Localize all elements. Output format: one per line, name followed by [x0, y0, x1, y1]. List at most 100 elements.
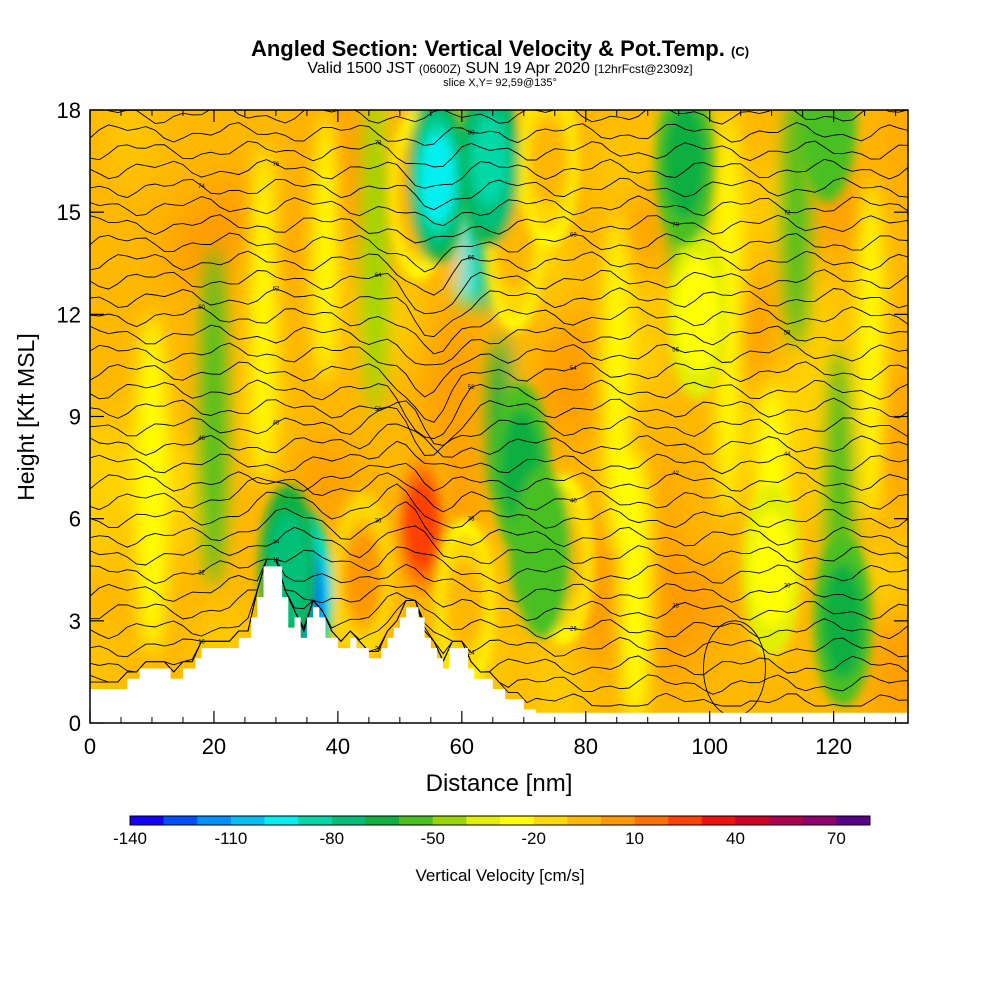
theta-contour	[90, 287, 908, 338]
theta-contour	[90, 250, 908, 296]
colorbar-swatch	[399, 816, 434, 825]
theta-contour	[90, 525, 908, 566]
theta-contour	[90, 559, 908, 640]
theta-contour	[90, 306, 908, 355]
x-tick-label: 80	[574, 734, 598, 759]
terrain	[90, 566, 908, 723]
contour-label: 54	[570, 366, 577, 372]
theta-contour	[90, 397, 908, 456]
x-tick-label: 20	[202, 734, 226, 759]
theta-contour	[90, 472, 908, 513]
colorbar-tick-label: -20	[521, 829, 546, 848]
colorbar-swatch	[634, 816, 669, 825]
colorbar-swatch	[432, 816, 467, 825]
updraft-core-6-3	[531, 116, 567, 206]
contour-label: 28	[672, 603, 679, 609]
theta-contour	[90, 342, 908, 398]
x-tick-label: 40	[326, 734, 350, 759]
y-tick-label: 15	[57, 200, 81, 225]
downdraft-core-15-3	[667, 116, 703, 206]
colorbar-swatch	[500, 816, 534, 825]
chart-title-suffix: (C)	[731, 44, 750, 59]
colorbar-swatch	[668, 816, 703, 825]
contour-label: 70	[672, 223, 679, 229]
valid-utc: (0600Z)	[418, 62, 461, 76]
theta-contour	[90, 86, 908, 105]
colorbar-swatch	[802, 816, 837, 825]
colorbar-tick-label: -110	[215, 829, 248, 848]
contour-label: 40	[570, 498, 577, 504]
colorbar-swatch	[600, 816, 635, 825]
updraft-core-2-3	[447, 559, 483, 649]
colorbar-swatch	[735, 816, 770, 825]
downdraft-core-9-3	[419, 133, 455, 223]
theta-contour	[106, 110, 908, 125]
contour-label: 80	[468, 130, 475, 136]
theta-contour	[90, 214, 908, 244]
contour-label: 16	[198, 639, 205, 645]
updraft-core-7-3	[754, 525, 790, 615]
contour-label: 48	[273, 421, 280, 427]
x-tick-label: 120	[815, 734, 852, 759]
colorbar-frame	[129, 815, 871, 826]
colorbar-swatch	[130, 816, 164, 825]
x-tick-label: 100	[691, 734, 728, 759]
theta-contour	[90, 559, 908, 658]
colorbar-swatch	[230, 816, 265, 825]
chart-title: Angled Section: Vertical Velocity & Pot.…	[250, 36, 725, 61]
theta-contour	[90, 483, 908, 529]
y-tick-label: 18	[57, 98, 81, 123]
contour-label: 62	[273, 287, 280, 293]
colorbar-label: Vertical Velocity [cm/s]	[415, 866, 584, 885]
colorbar-tick-label: -80	[320, 829, 345, 848]
updraft-core-8-3	[679, 270, 715, 359]
chart-title-line: Angled Section: Vertical Velocity & Pot.…	[0, 36, 1000, 62]
downdraft-core-14-3	[524, 508, 560, 597]
colorbar-swatch	[365, 816, 400, 825]
contour-label: 20	[375, 646, 382, 652]
theta-contour	[90, 423, 908, 458]
contour-label: 84	[672, 93, 679, 99]
x-tick-label: 60	[450, 734, 474, 759]
theta-contour	[90, 559, 908, 621]
colorbar-swatch	[298, 816, 333, 825]
theta-contour	[90, 400, 908, 446]
contour-label: 68	[570, 232, 577, 238]
contour-label: 32	[198, 571, 205, 577]
theta-contour	[90, 501, 908, 548]
colorbar-swatch	[701, 816, 736, 825]
theta-contour	[90, 195, 908, 227]
y-tick-label: 6	[69, 507, 81, 532]
colorbar-tick-label: -50	[420, 829, 445, 848]
valid-date: SUN 19 Apr 2020	[465, 60, 590, 77]
contour-label: 78	[375, 141, 382, 147]
colorbar-tick-label: 40	[726, 829, 745, 848]
theta-contour	[90, 269, 908, 315]
downdraft-core-17-3	[809, 110, 845, 162]
colorbar-swatch	[163, 816, 198, 825]
contour-label: 46	[198, 436, 205, 442]
contour-label: 30	[784, 584, 791, 590]
theta-contour	[90, 440, 908, 475]
colorbar: -140 -110 -80 -50 -20 10 40 70	[113, 815, 871, 848]
contour-label: 58	[784, 330, 791, 336]
contour-label: 82	[570, 107, 577, 113]
theta-contour	[90, 324, 908, 366]
valid-prefix: Valid 1500 JST	[307, 60, 415, 77]
theta-contour	[90, 177, 908, 211]
contour-label: 24	[468, 651, 475, 657]
contour-label: 60	[198, 305, 205, 311]
contour-label: 50	[375, 407, 382, 413]
theta-contour	[90, 361, 908, 423]
downdraft-core-10-3	[472, 116, 508, 206]
slice-info: slice X,Y= 92,59@135°	[443, 77, 557, 89]
colorbar-swatch	[567, 816, 602, 825]
theta-contour	[90, 559, 908, 603]
theta-contour	[90, 546, 908, 585]
x-axis-label: Distance [nm]	[426, 770, 573, 797]
downdraft-core-16-3	[825, 576, 861, 666]
y-tick-label: 9	[69, 405, 81, 430]
